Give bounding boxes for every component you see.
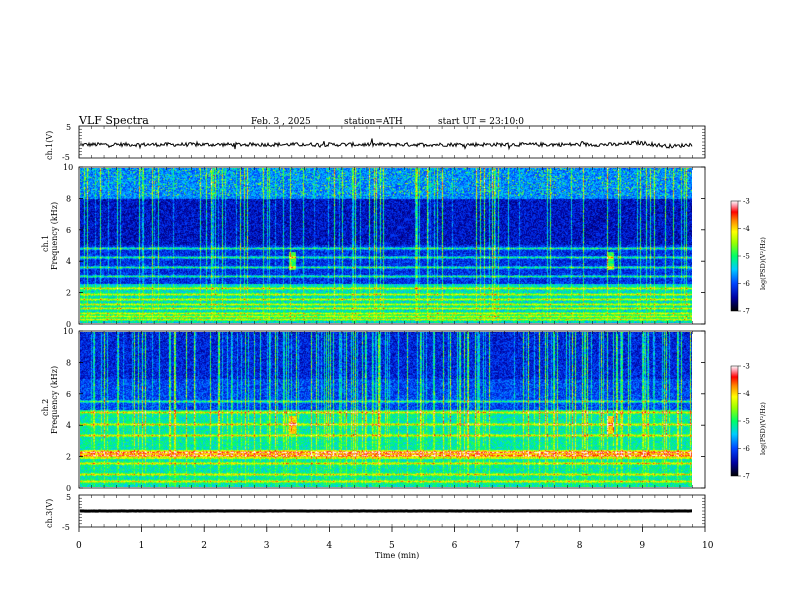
x-tick-label: 7 <box>514 541 520 551</box>
x-tick-label: 3 <box>264 541 270 551</box>
x-tick-label: 1 <box>139 541 145 551</box>
colorbar-tick-label: -3 <box>743 198 750 206</box>
y-tick-label: 4 <box>66 421 71 430</box>
ch1-waveform-frame <box>78 125 706 159</box>
ch1-colorbar-ticks: -3 -4 -5 -6 -7 <box>738 198 750 316</box>
y-tick-label: 4 <box>66 257 71 266</box>
start-time-label: start UT = 23:10:0 <box>438 117 524 127</box>
x-tick-label: 4 <box>326 541 332 551</box>
ch1-ytick-top: 5 <box>66 123 71 132</box>
colorbar-tick-label: -3 <box>743 363 750 371</box>
colorbar-tick-label: -5 <box>743 418 750 426</box>
x-tick-label: 8 <box>577 541 583 551</box>
minor-ticks <box>78 126 706 527</box>
colorbar-tick-label: -7 <box>743 473 750 481</box>
y-tick-label: 2 <box>66 289 71 298</box>
ch3-ytick-top: 5 <box>66 493 71 502</box>
y-tick-label: 8 <box>66 194 71 203</box>
y-tick-label: 0 <box>66 320 71 329</box>
x-tick-label: 6 <box>452 541 458 551</box>
x-tick-label: 0 <box>76 541 82 551</box>
y-tick-label: 2 <box>66 453 71 462</box>
date-label: Feb. 3 , 2025 <box>251 117 311 127</box>
x-tick-label: 5 <box>389 541 395 551</box>
y-tick-label: 6 <box>66 226 71 235</box>
y-tick-label: 6 <box>66 390 71 399</box>
x-tick-label: 2 <box>201 541 207 551</box>
y-tick-label: 10 <box>63 163 73 172</box>
ch2-spec-ylabel-top: ch.2 <box>41 399 50 416</box>
ch1-waveform-line <box>79 138 693 151</box>
ch1-yaxis: 0 2 4 6 8 10 <box>63 163 705 329</box>
ch1-spec-ylabel: Frequency (kHz) <box>50 202 59 270</box>
colorbar-tick-label: -4 <box>743 390 750 398</box>
ch2-spec-ylabel: Frequency (kHz) <box>50 366 59 434</box>
ch1-ytick-bottom: -5 <box>62 153 70 162</box>
colorbar-tick-label: -4 <box>743 225 750 233</box>
colorbar-tick-label: -6 <box>743 280 750 288</box>
x-tick-label: 10 <box>702 541 714 551</box>
ch2-colorbar <box>730 365 739 477</box>
ch2-colorbar-ticks: -3 -4 -5 -6 -7 <box>738 363 750 481</box>
y-tick-label: 10 <box>63 327 73 336</box>
ch1-waveform-panel: 5 -5 ch.1(V) <box>45 123 706 162</box>
time-axis: 0 1 2 3 4 5 6 7 8 9 10 <box>76 527 714 551</box>
colorbar-tick-label: -5 <box>743 253 750 261</box>
ch3-ylabel: ch.3(V) <box>45 499 54 528</box>
ch3-ytick-bottom: -5 <box>62 523 70 532</box>
figure-title: VLF Spectra <box>78 114 149 127</box>
y-tick-label: 8 <box>66 358 71 367</box>
ch1-colorbar-label: log(PSD)(V²/Hz) <box>759 237 767 290</box>
station-label: station=ATH <box>344 117 403 127</box>
y-tick-label: 0 <box>66 484 71 493</box>
ch2-spectrogram-image <box>80 332 692 487</box>
ch3-waveform-panel: 5 -5 ch.3(V) <box>45 493 706 532</box>
ch1-colorbar <box>730 200 739 312</box>
ch1-spectrogram-image <box>80 168 692 323</box>
colorbar-tick-label: -7 <box>743 308 750 316</box>
x-tick-label: 9 <box>639 541 645 551</box>
colorbar-tick-label: -6 <box>743 445 750 453</box>
time-axis-label: Time (min) <box>375 551 419 560</box>
ch2-colorbar-label: log(PSD)(V²/Hz) <box>759 402 767 455</box>
ch1-ylabel: ch.1(V) <box>45 131 54 160</box>
ch1-spec-ylabel-top: ch.1 <box>41 235 50 252</box>
ch2-yaxis: 0 2 4 6 8 10 <box>63 327 705 493</box>
